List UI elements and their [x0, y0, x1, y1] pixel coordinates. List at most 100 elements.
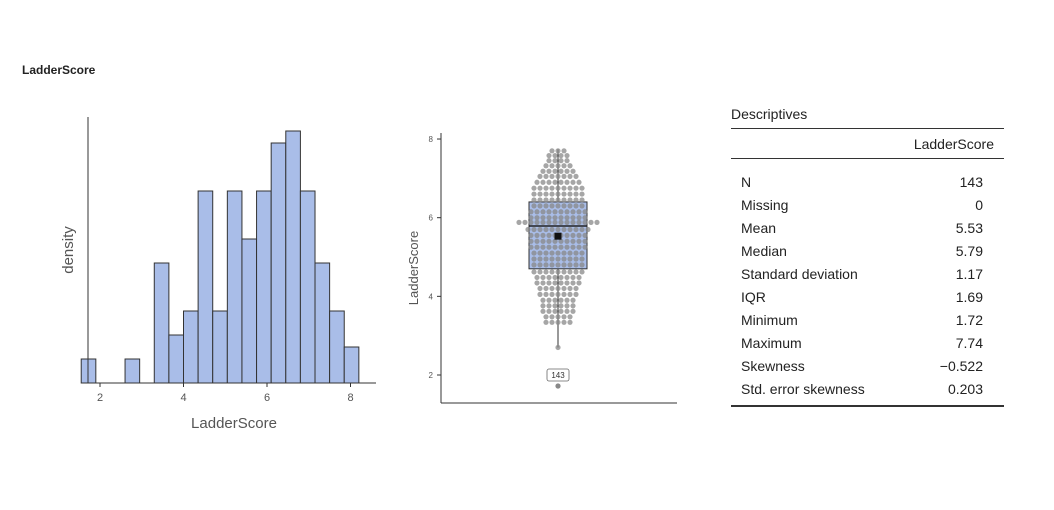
data-point: [570, 308, 576, 314]
row-value: 143: [959, 173, 983, 190]
data-point: [558, 303, 564, 309]
histogram-bar: [80, 358, 97, 384]
data-point: [558, 297, 564, 303]
table-row: IQR 1.69: [731, 285, 1004, 308]
data-point: [540, 238, 546, 244]
data-point: [564, 308, 570, 314]
data-point: [558, 274, 564, 281]
data-point: [576, 238, 582, 244]
row-label: IQR: [741, 288, 766, 305]
data-point: [549, 185, 555, 191]
data-point: [579, 250, 585, 256]
data-point: [561, 319, 567, 325]
y-axis-label: LadderScore: [406, 231, 421, 305]
data-point: [549, 269, 555, 275]
data-point: [552, 168, 558, 174]
row-label: Skewness: [741, 357, 805, 374]
data-point: [543, 291, 549, 297]
data-point: [540, 179, 546, 185]
data-point: [531, 226, 537, 233]
data-point: [564, 215, 570, 221]
data-point: [561, 226, 567, 233]
data-point: [543, 163, 549, 169]
data-point: [561, 173, 567, 179]
data-point: [540, 209, 546, 215]
data-point: [516, 219, 522, 225]
data-point: [570, 274, 576, 281]
data-point: [531, 203, 537, 209]
table-row: Median 5.79: [731, 239, 1004, 262]
data-point: [549, 250, 555, 256]
data-point: [546, 168, 552, 174]
data-point: [528, 232, 534, 238]
data-point: [567, 185, 573, 191]
table-row: Maximum 7.74: [731, 331, 1004, 354]
data-point: [567, 197, 573, 203]
row-value: 0.203: [896, 377, 1004, 407]
data-point: [543, 262, 549, 268]
data-point: [564, 209, 570, 215]
data-point: [567, 203, 573, 209]
data-point: [552, 179, 558, 185]
data-point: [564, 219, 570, 225]
data-point: [570, 179, 576, 185]
data-point: [549, 191, 555, 197]
data-point: [546, 280, 552, 286]
data-point: [546, 215, 552, 221]
data-point: [558, 215, 564, 221]
data-point: [561, 191, 567, 197]
data-point: [567, 269, 573, 275]
table-row: Std. error skewness 0.203: [731, 377, 1004, 407]
data-point: [543, 226, 549, 233]
data-point: [543, 197, 549, 203]
x-axis-label: LadderScore: [191, 415, 277, 432]
data-point: [567, 256, 573, 262]
histogram-bar: [241, 238, 258, 384]
data-point: [546, 308, 552, 314]
data-point: [570, 303, 576, 309]
data-point: [531, 269, 537, 275]
x-tick-label: 6: [264, 392, 270, 404]
histogram-bar: [285, 130, 301, 384]
data-point: [537, 226, 543, 233]
data-point: [555, 197, 561, 203]
data-point: [579, 269, 585, 275]
data-point: [567, 285, 573, 292]
data-point: [531, 197, 537, 203]
data-point: [546, 303, 552, 309]
data-point: [540, 232, 546, 238]
data-point: [579, 203, 585, 209]
data-point: [564, 179, 570, 185]
data-point: [549, 314, 555, 320]
data-point: [564, 244, 570, 250]
data-point: [543, 285, 549, 292]
outlier-label: 143: [551, 371, 565, 380]
data-point: [570, 209, 576, 215]
box-plot-chart: 2 4 6 8 LadderScore 143: [406, 133, 677, 404]
data-point: [582, 244, 588, 250]
data-point: [543, 319, 549, 325]
data-point: [555, 269, 561, 275]
data-point: [552, 274, 558, 281]
data-point: [549, 319, 555, 325]
data-point: [579, 262, 585, 268]
data-point: [558, 168, 564, 174]
data-point: [540, 297, 546, 303]
histogram-bar: [314, 262, 331, 384]
data-point: [573, 197, 579, 203]
data-point: [582, 238, 588, 244]
data-point: [534, 238, 540, 244]
data-point: [549, 256, 555, 262]
data-point: [543, 250, 549, 256]
data-point: [540, 215, 546, 221]
data-point: [558, 179, 564, 185]
row-value: 0: [975, 196, 983, 213]
data-point: [570, 244, 576, 250]
data-point: [531, 262, 537, 268]
data-point: [579, 197, 585, 203]
y-tick-label: 2: [429, 371, 434, 380]
data-point: [573, 185, 579, 191]
row-label: Missing: [741, 196, 789, 213]
row-label: Median: [741, 242, 787, 259]
data-point: [546, 238, 552, 244]
